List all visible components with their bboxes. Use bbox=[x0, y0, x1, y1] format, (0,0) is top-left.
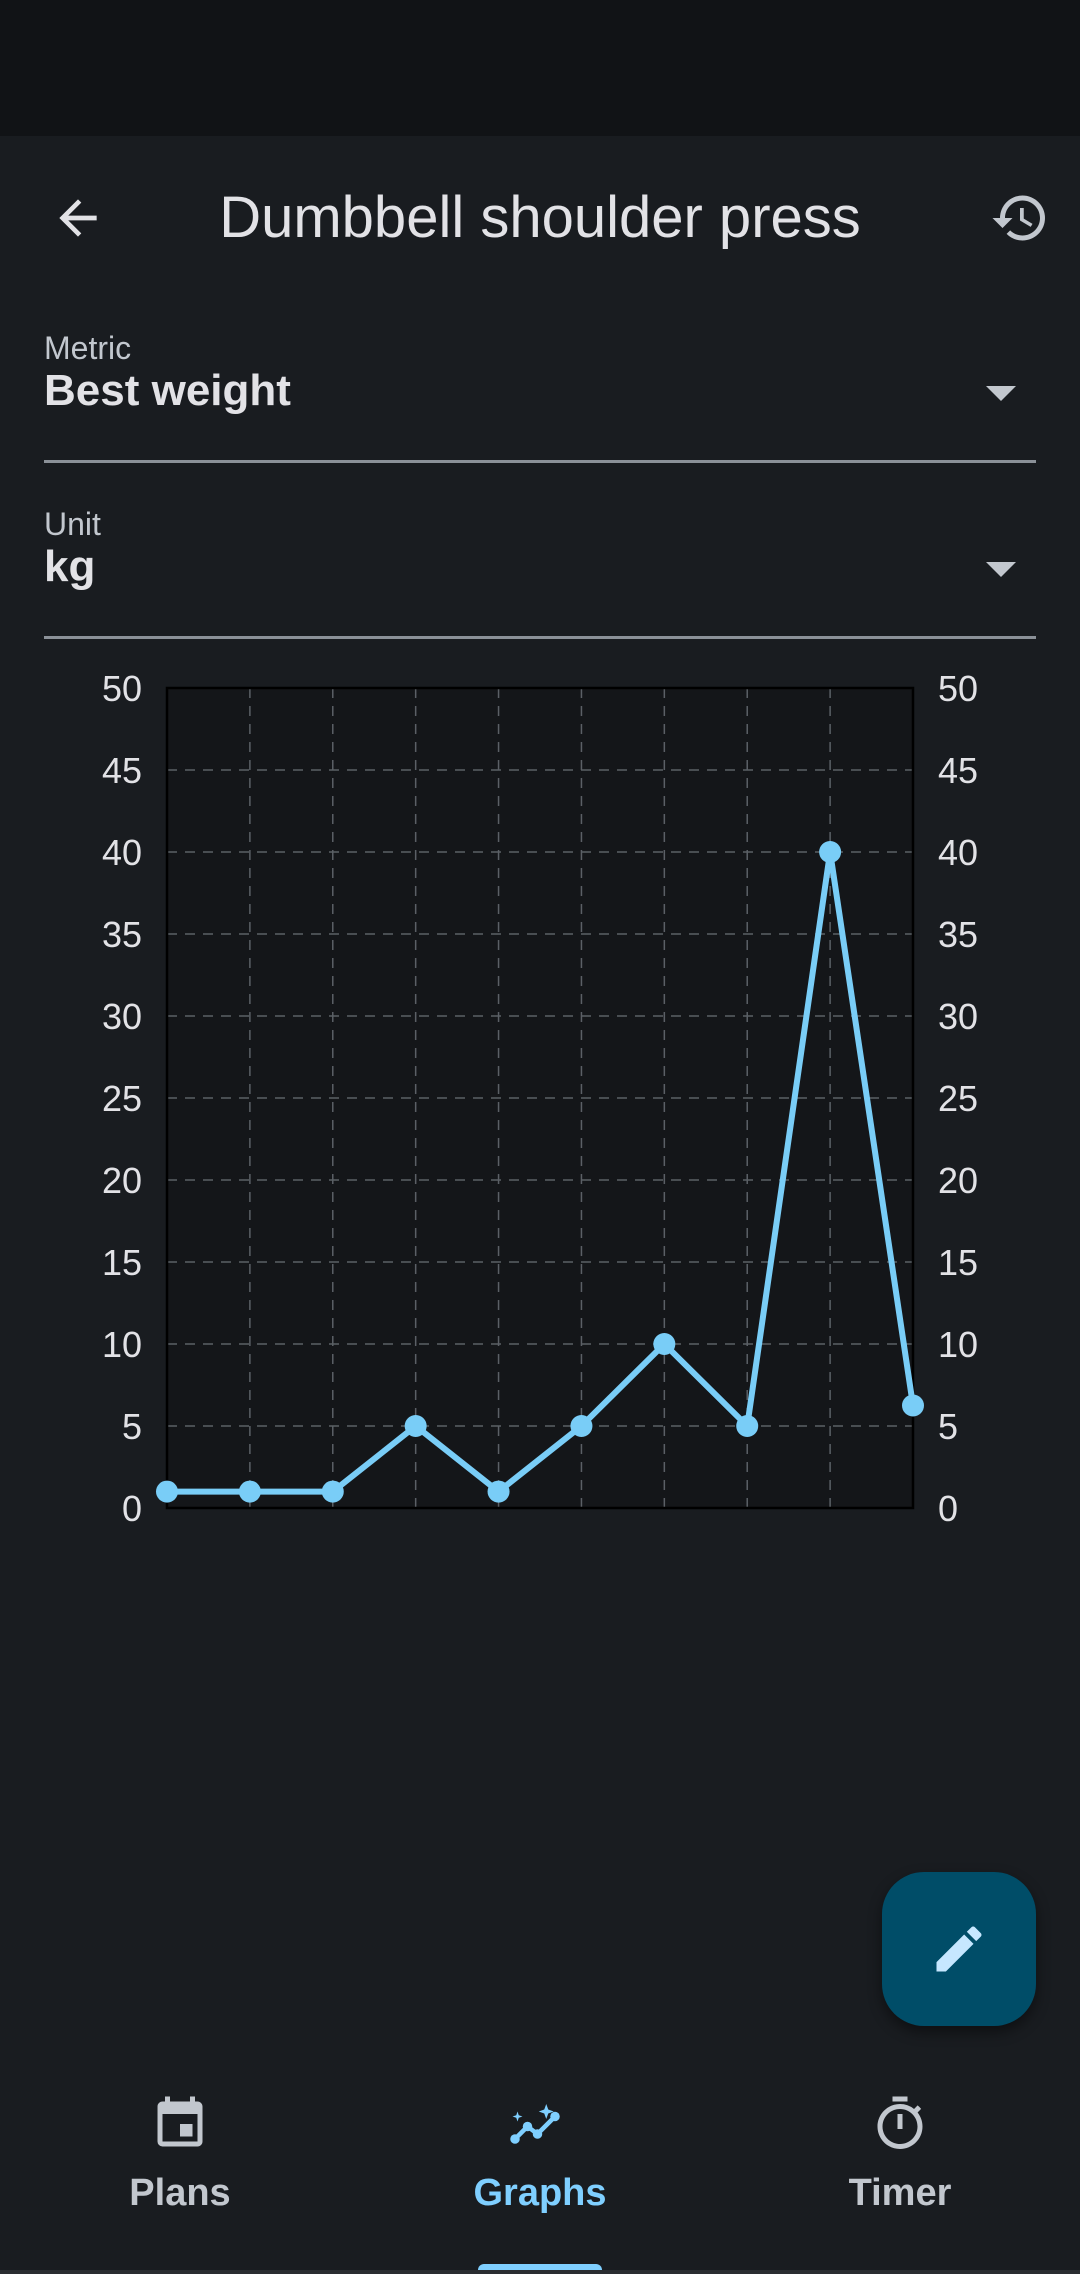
data-point bbox=[736, 1415, 759, 1437]
weight-chart: 0 0 5 5 10 10 15 15 20 20 25 25 30 30 35 35 40 40 45 45 50 50 bbox=[102, 668, 978, 1529]
y-tick-label-right: 50 bbox=[938, 668, 978, 709]
series-line bbox=[164, 849, 916, 1495]
insights-icon bbox=[500, 2092, 580, 2156]
arrow-back-icon bbox=[59, 199, 97, 237]
active-indicator bbox=[478, 2264, 602, 2274]
data-point bbox=[238, 1480, 261, 1503]
nav-label-plans: Plans bbox=[129, 2172, 231, 2214]
history-button[interactable] bbox=[978, 176, 1062, 260]
y-tick-label-left: 25 bbox=[102, 1078, 142, 1119]
edit-icon bbox=[936, 1926, 982, 1972]
y-tick-label-left: 10 bbox=[102, 1324, 142, 1365]
y-tick-label-left: 40 bbox=[102, 832, 142, 873]
data-point bbox=[570, 1415, 593, 1437]
calendar-icon bbox=[140, 2092, 220, 2156]
nav-plans[interactable]: Plans bbox=[0, 2060, 360, 2274]
nav-label-graphs: Graphs bbox=[473, 2172, 607, 2214]
y-tick-label-right: 30 bbox=[938, 996, 978, 1037]
y-tick-label-right: 10 bbox=[938, 1324, 978, 1365]
y-tick-label-right: 15 bbox=[938, 1242, 978, 1283]
y-tick-label-left: 0 bbox=[122, 1488, 142, 1529]
bottom-navigation: Plans Graphs Timer bbox=[0, 2060, 1080, 2274]
data-point bbox=[404, 1415, 427, 1437]
y-tick-label-right: 20 bbox=[938, 1160, 978, 1201]
metric-label: Metric bbox=[44, 330, 132, 366]
data-point bbox=[321, 1480, 344, 1503]
dropdown-arrow-icon bbox=[986, 562, 1016, 577]
app-bar: Dumbbell shoulder press bbox=[0, 136, 1080, 288]
y-tick-label-right: 35 bbox=[938, 914, 978, 955]
back-button[interactable] bbox=[36, 176, 120, 260]
y-tick-label-left: 30 bbox=[102, 996, 142, 1037]
data-point bbox=[156, 1480, 178, 1503]
y-tick-label-right: 45 bbox=[938, 750, 978, 791]
y-tick-label-left: 45 bbox=[102, 750, 142, 791]
y-tick-label-left: 35 bbox=[102, 914, 142, 955]
y-tick-label-right: 40 bbox=[938, 832, 978, 873]
y-tick-label-left: 5 bbox=[122, 1406, 142, 1447]
data-point bbox=[902, 1394, 924, 1417]
edit-fab[interactable] bbox=[882, 1872, 1036, 2026]
y-tick-label-left: 20 bbox=[102, 1160, 142, 1201]
data-point bbox=[819, 841, 842, 863]
metric-dropdown[interactable]: Metric Best weight bbox=[44, 330, 1036, 463]
unit-label: Unit bbox=[44, 506, 101, 542]
y-tick-label-right: 0 bbox=[938, 1488, 958, 1529]
y-tick-label-right: 25 bbox=[938, 1078, 978, 1119]
nav-timer[interactable]: Timer bbox=[720, 2060, 1080, 2274]
dropdown-arrow-icon bbox=[986, 386, 1016, 401]
y-tick-label-right: 5 bbox=[938, 1406, 958, 1447]
nav-label-timer: Timer bbox=[848, 2172, 952, 2214]
timer-icon bbox=[860, 2092, 940, 2156]
gesture-bar bbox=[0, 2270, 1080, 2274]
history-icon bbox=[992, 195, 1045, 241]
plot-border bbox=[165, 686, 915, 1510]
y-tick-label-left: 15 bbox=[102, 1242, 142, 1283]
metric-value: Best weight bbox=[44, 366, 291, 415]
unit-dropdown[interactable]: Unit kg bbox=[44, 506, 1036, 639]
status-bar bbox=[0, 0, 1080, 136]
page-title: Dumbbell shoulder press bbox=[219, 185, 861, 250]
nav-graphs[interactable]: Graphs bbox=[360, 2060, 720, 2274]
unit-value: kg bbox=[44, 542, 96, 591]
data-point bbox=[653, 1333, 676, 1355]
data-point bbox=[487, 1480, 510, 1503]
y-tick-label-left: 50 bbox=[102, 668, 142, 709]
